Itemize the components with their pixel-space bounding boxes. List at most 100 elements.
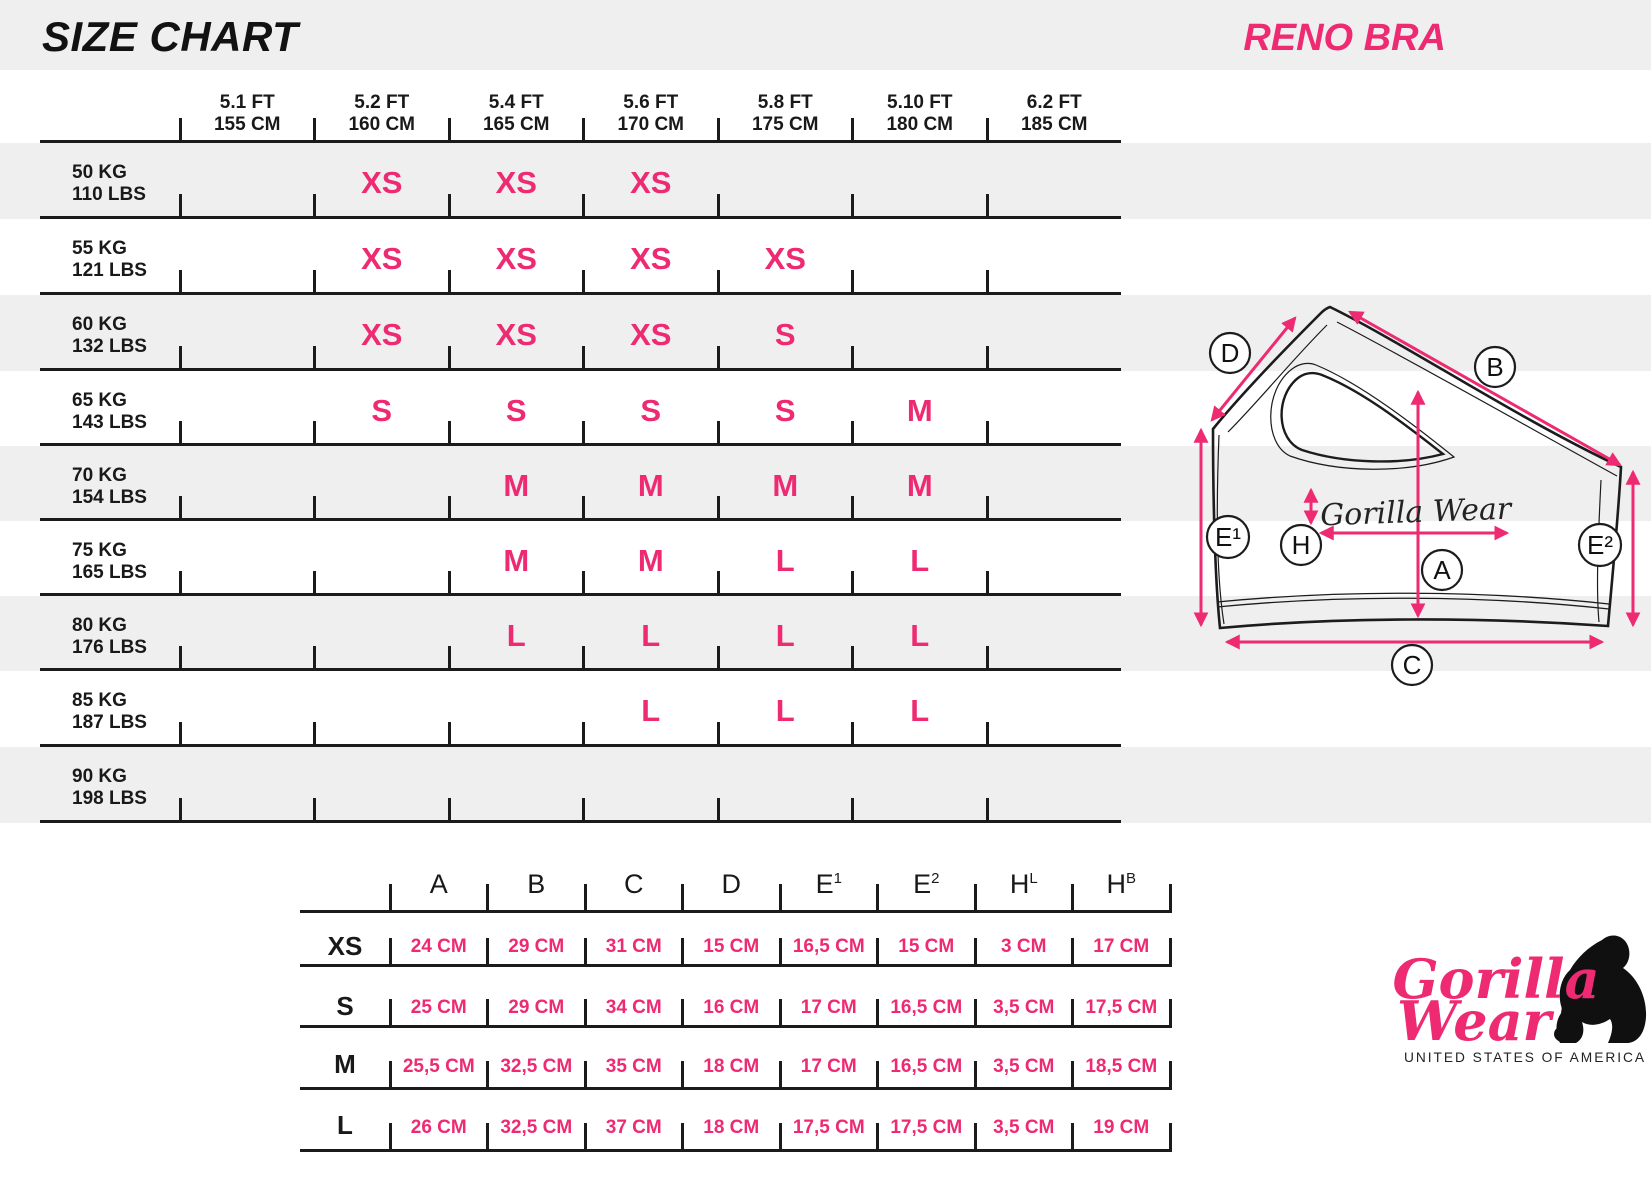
measure-header-line [300,884,1172,913]
label-B: B [1486,352,1503,382]
column-tick [582,194,585,219]
weight-lbs: 110 LBS [72,184,146,205]
column-tick [313,496,316,521]
label-E2: E² [1587,530,1613,560]
measure-value: 24 CM [410,936,467,957]
size-cell: M [637,543,664,578]
height-ft: 5.2 FT [354,92,410,113]
height-cm: 175 CM [751,113,819,135]
measure-value: 18 CM [703,1117,760,1138]
row-line [40,270,1121,295]
label-circle-E2 [1577,522,1623,568]
measure-column-letter: A [429,869,448,899]
measure-column-tick [583,938,587,967]
measure-row-label: M [334,1049,356,1079]
weight-lbs: 198 LBS [72,788,147,809]
size-cell: S [774,317,796,352]
measure-column-header: C [624,869,644,900]
row-line [40,496,1121,521]
size-cell: M [906,393,933,428]
measure-value: 35 CM [605,1056,662,1077]
height-ft: 5.6 FT [623,92,679,113]
column-tick [716,270,720,295]
weight-lbs: 176 LBS [72,637,147,658]
measure-row-label: L [337,1110,353,1140]
measure-value: 19 CM [1093,1117,1150,1138]
size-cell: XS [630,241,672,276]
weight-lbs: 132 LBS [72,336,147,357]
measure-column-tick [681,884,684,913]
row-line [40,194,1121,219]
column-tick [178,496,182,521]
weight-lbs: 143 LBS [72,412,147,433]
measure-column-letter: E [815,869,834,899]
height-cm: 185 CM [1020,113,1088,135]
gorilla-icon [1554,935,1647,1043]
measure-column-tick [583,884,587,913]
measure-row-line [300,1123,1172,1152]
measure-value: 29 CM [508,936,565,957]
measure-value: 29 CM [508,997,565,1018]
weight-kg: 65 KG [72,390,127,411]
measure-value: 32,5 CM [500,1056,573,1077]
measure-column-letter: B [527,869,546,899]
weight-label: 90 KG 198 LBS [72,766,147,810]
measure-column-tick [876,1123,879,1152]
measure-column-tick [388,1061,392,1090]
measure-value: 18,5 CM [1085,1056,1158,1077]
height-cm: 180 CM [886,113,954,135]
measure-column-tick [486,999,489,1028]
measure-column-tick [1168,884,1172,913]
measure-column-header: E1 [816,869,842,900]
measure-row-label: XS [327,931,363,961]
size-cell: L [910,543,930,578]
column-tick [178,346,182,371]
measure-value: 16,5 CM [890,1056,963,1077]
row-line [40,421,1121,446]
measure-column-tick [778,938,782,967]
size-cell: M [637,468,664,503]
column-tick [447,421,451,446]
measure-column-tick [1168,1123,1172,1152]
height-ft: 5.8 FT [757,92,813,113]
column-tick [716,194,720,219]
column-tick [447,571,451,596]
height-ft: 5.1 FT [219,92,275,113]
column-tick [582,270,585,295]
measure-column-tick [973,999,977,1028]
size-cell: XS [495,165,537,200]
size-cell: L [910,618,930,653]
weight-kg: 80 KG [72,615,127,636]
logo-script-wear: Wear [1397,989,1555,1053]
height-cm: 160 CM [348,113,416,135]
column-tick [985,571,989,596]
measure-column-superscript: 2 [931,870,940,887]
column-tick [985,646,989,671]
column-tick [851,194,854,219]
size-cell: L [775,618,795,653]
column-tick [716,571,720,596]
size-cell: XS [361,317,403,352]
measure-column-tick [1168,1061,1172,1090]
column-tick [716,722,720,747]
measure-value: 26 CM [410,1117,467,1138]
title-band [0,0,1651,70]
column-tick [313,798,316,823]
measure-column-tick [583,1123,587,1152]
header-row-line [40,118,1121,143]
weight-kg: 85 KG [72,690,127,711]
weight-label: 65 KG 143 LBS [72,390,147,434]
weight-label: 55 KG 121 LBS [72,238,147,282]
measure-column-letter: C [624,869,644,899]
weight-kg: 55 KG [72,238,127,259]
column-tick [313,722,316,747]
column-tick [716,118,720,143]
label-circle-D [1208,331,1252,375]
measurement-arrows [1193,310,1641,650]
measure-column-header: D [722,869,742,900]
column-tick [851,646,854,671]
column-tick [313,421,316,446]
column-tick [716,346,720,371]
